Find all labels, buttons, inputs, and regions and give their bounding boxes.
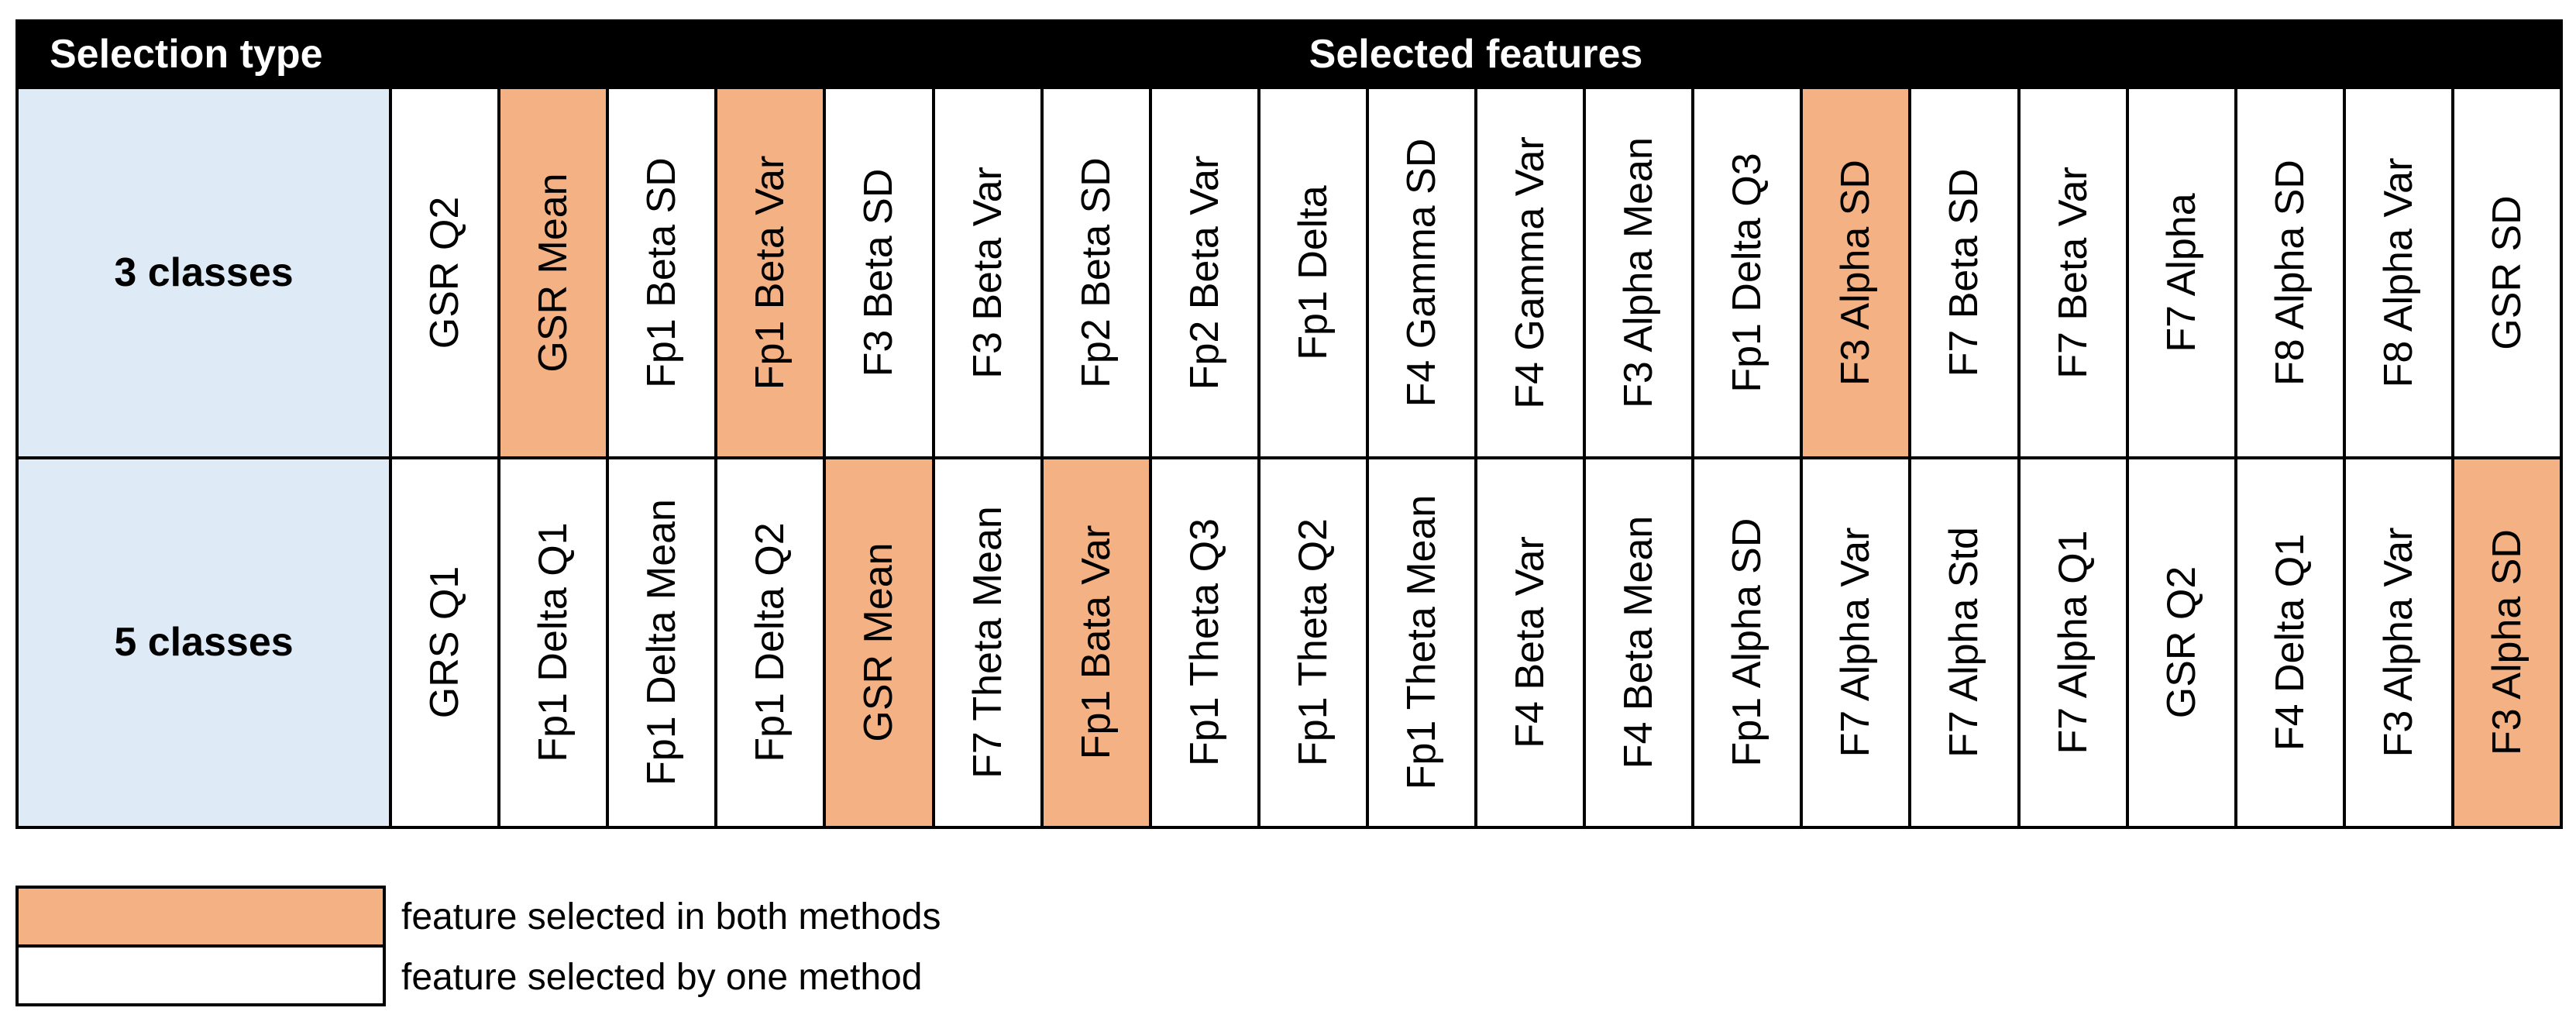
feature-name: GRS Q1 bbox=[422, 566, 468, 719]
features-table: Selection type Selected features 3 class… bbox=[15, 19, 2563, 829]
legend-swatch-both bbox=[15, 886, 386, 948]
feature-cell: Fp1 Delta bbox=[1260, 89, 1366, 456]
feature-cell: Fp1 Beta SD bbox=[609, 89, 715, 456]
header-selected-features: Selected features bbox=[392, 22, 2560, 86]
feature-name: F4 Beta Mean bbox=[1616, 515, 1662, 769]
feature-name: F3 Alpha SD bbox=[2484, 529, 2530, 756]
feature-name: GSR Mean bbox=[856, 542, 902, 742]
feature-name: Fp1 Theta Q2 bbox=[1290, 518, 1336, 767]
feature-name: F3 Beta SD bbox=[856, 168, 902, 377]
feature-name: F7 Alpha Var bbox=[1833, 527, 1879, 758]
feature-cell: Fp1 Theta Mean bbox=[1368, 459, 1474, 826]
feature-name: F7 Alpha bbox=[2158, 193, 2204, 353]
feature-cell: Fp2 Beta Var bbox=[1151, 89, 1257, 456]
feature-cell: F7 Alpha bbox=[2128, 89, 2234, 456]
feature-name: F7 Theta Mean bbox=[965, 506, 1010, 779]
feature-name: Fp1 Delta Q3 bbox=[1725, 153, 1770, 393]
feature-cell: F7 Theta Mean bbox=[934, 459, 1040, 826]
feature-name: GSR SD bbox=[2484, 195, 2530, 350]
feature-cell: Fp1 Delta Q3 bbox=[1694, 89, 1800, 456]
legend-item-one: feature selected by one method bbox=[15, 948, 941, 1006]
feature-name: GSR Q2 bbox=[2158, 566, 2204, 719]
feature-name: F3 Alpha Mean bbox=[1616, 136, 1662, 408]
feature-cell: F4 Gamma Var bbox=[1477, 89, 1584, 456]
feature-cell: GSR Mean bbox=[500, 89, 607, 456]
feature-name: F7 Alpha Q1 bbox=[2050, 530, 2096, 755]
feature-name: Fp2 Beta Var bbox=[1181, 155, 1227, 390]
feature-cell: F8 Alpha Var bbox=[2345, 89, 2451, 456]
feature-cell: Fp1 Delta Q1 bbox=[500, 459, 607, 826]
legend-label-both: feature selected in both methods bbox=[401, 896, 941, 937]
feature-name: F4 Gamma SD bbox=[1398, 138, 1444, 408]
feature-cell: F7 Alpha Var bbox=[1803, 459, 1909, 826]
feature-name: F4 Gamma Var bbox=[1508, 136, 1553, 409]
feature-name: GSR Q2 bbox=[422, 196, 468, 349]
feature-name: Fp1 Delta Mean bbox=[639, 499, 685, 786]
feature-name: Fp1 Bata Var bbox=[1073, 525, 1119, 760]
row-label: 5 classes bbox=[19, 459, 389, 826]
feature-cell: GSR Q2 bbox=[2128, 459, 2234, 826]
feature-cell: F3 Alpha SD bbox=[1803, 89, 1909, 456]
feature-cell: Fp1 Delta Mean bbox=[609, 459, 715, 826]
feature-cell: Fp1 Alpha SD bbox=[1694, 459, 1800, 826]
feature-cell: F7 Alpha Std bbox=[1911, 459, 2017, 826]
feature-name: Fp1 Beta Var bbox=[748, 155, 793, 390]
feature-name: F3 Beta Var bbox=[965, 166, 1010, 379]
feature-cell: F7 Beta Var bbox=[2020, 89, 2126, 456]
feature-cell: Fp1 Beta Var bbox=[717, 89, 824, 456]
row-label: 3 classes bbox=[19, 89, 389, 456]
feature-name: F4 Beta Var bbox=[1508, 536, 1553, 749]
feature-name: Fp1 Beta SD bbox=[639, 157, 685, 388]
feature-name: GSR Mean bbox=[531, 173, 576, 373]
feature-name: Fp2 Beta SD bbox=[1073, 157, 1119, 388]
legend-item-both: feature selected in both methods bbox=[15, 886, 941, 948]
feature-name: F8 Alpha Var bbox=[2375, 157, 2421, 388]
feature-name: Fp1 Theta Q3 bbox=[1181, 518, 1227, 767]
feature-cell: Fp1 Theta Q2 bbox=[1260, 459, 1366, 826]
feature-cell: GRS Q1 bbox=[392, 459, 498, 826]
feature-cell: GSR Q2 bbox=[392, 89, 498, 456]
feature-cell: Fp1 Theta Q3 bbox=[1151, 459, 1257, 826]
feature-name: F4 Delta Q1 bbox=[2267, 534, 2313, 752]
header-selection-type: Selection type bbox=[19, 22, 389, 86]
feature-name: Fp1 Delta Q2 bbox=[748, 522, 793, 762]
feature-name: F7 Alpha Std bbox=[1941, 527, 1987, 758]
legend-label-one: feature selected by one method bbox=[401, 956, 923, 998]
feature-name: F3 Alpha Var bbox=[2375, 527, 2421, 758]
feature-cell: F7 Beta SD bbox=[1911, 89, 2017, 456]
feature-cell: F4 Delta Q1 bbox=[2237, 459, 2343, 826]
feature-cell: Fp1 Delta Q2 bbox=[717, 459, 824, 826]
feature-name: F8 Alpha SD bbox=[2267, 159, 2313, 386]
feature-name: Fp1 Alpha SD bbox=[1725, 518, 1770, 767]
feature-name: Fp1 Theta Mean bbox=[1398, 494, 1444, 790]
feature-cell: F4 Beta Mean bbox=[1586, 459, 1692, 826]
feature-cell: F4 Beta Var bbox=[1477, 459, 1584, 826]
feature-cell: F4 Gamma SD bbox=[1368, 89, 1474, 456]
feature-cell: F3 Beta Var bbox=[934, 89, 1040, 456]
feature-cell: F3 Alpha SD bbox=[2454, 459, 2560, 826]
feature-cell: F3 Beta SD bbox=[826, 89, 932, 456]
feature-cell: F3 Alpha Var bbox=[2345, 459, 2451, 826]
feature-name: F7 Beta Var bbox=[2050, 166, 2096, 379]
legend: feature selected in both methods feature… bbox=[15, 886, 941, 1006]
feature-name: Fp1 Delta bbox=[1290, 185, 1336, 360]
legend-swatch-one bbox=[15, 948, 386, 1006]
feature-name: F7 Beta SD bbox=[1941, 168, 1987, 377]
feature-cell: Fp1 Bata Var bbox=[1043, 459, 1149, 826]
feature-cell: F3 Alpha Mean bbox=[1586, 89, 1692, 456]
feature-cell: GSR SD bbox=[2454, 89, 2560, 456]
feature-cell: GSR Mean bbox=[826, 459, 932, 826]
feature-name: F3 Alpha SD bbox=[1833, 159, 1879, 386]
feature-cell: F8 Alpha SD bbox=[2237, 89, 2343, 456]
feature-cell: Fp2 Beta SD bbox=[1043, 89, 1149, 456]
feature-cell: F7 Alpha Q1 bbox=[2020, 459, 2126, 826]
feature-name: Fp1 Delta Q1 bbox=[531, 522, 576, 762]
